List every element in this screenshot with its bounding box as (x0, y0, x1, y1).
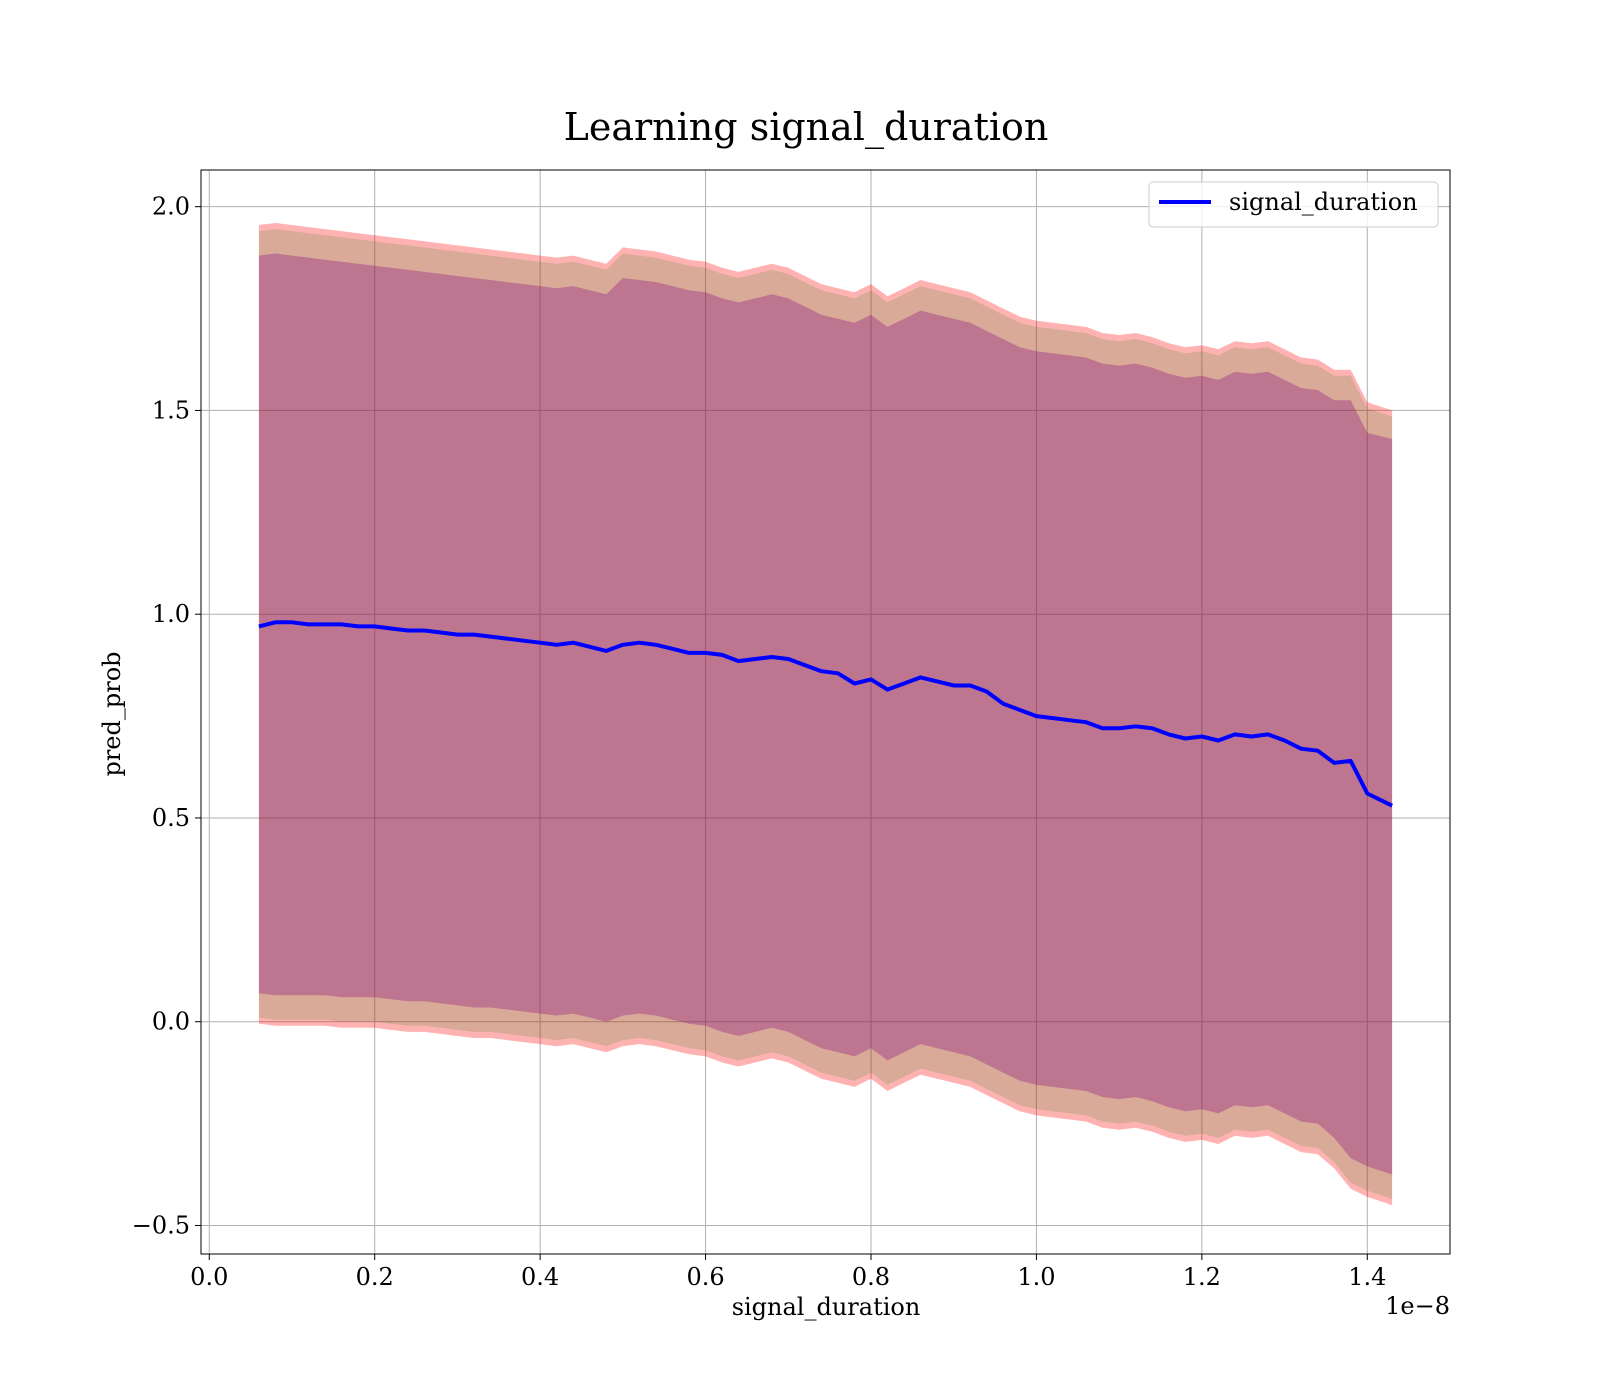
confidence-band (258, 253, 1393, 1175)
y-tick-label: 1.0 (152, 600, 190, 628)
legend-box (1148, 181, 1439, 228)
y-axis-label: pred_prob (98, 651, 126, 776)
y-tick-label: 0.5 (152, 804, 190, 832)
y-tick-label: 1.5 (152, 396, 190, 424)
y-tick-label: 2.0 (152, 193, 190, 221)
x-tick-label: 1.0 (1017, 1263, 1055, 1291)
series-layer (258, 620, 1393, 808)
plot-area-frame (200, 169, 1451, 1255)
series-line-signal-duration (258, 620, 1393, 808)
x-tick-label: 0.6 (686, 1263, 724, 1291)
x-tick-label: 0.8 (852, 1263, 890, 1291)
chart-title: Learning signal_duration (564, 105, 1049, 150)
x-tick-label: 1.2 (1183, 1263, 1221, 1291)
x-tick-label: 1.4 (1348, 1263, 1386, 1291)
legend: signal_duration (1148, 181, 1439, 228)
x-axis-label: signal_duration (732, 1293, 921, 1321)
x-tick-label: 0.0 (190, 1263, 228, 1291)
y-axis-ticks: −0.5 0.0 0.5 1.0 1.5 2.0 (132, 193, 201, 1239)
bands-layer (258, 223, 1393, 1206)
grid-layer (201, 170, 1450, 1254)
confidence-band (258, 229, 1393, 1200)
legend-label-signal-duration: signal_duration (1229, 188, 1418, 216)
x-axis-ticks: 0.0 0.2 0.4 0.6 0.8 1.0 1.2 1.4 (190, 1254, 1386, 1291)
y-tick-label: 0.0 (152, 1008, 190, 1036)
x-tick-label: 0.2 (356, 1263, 394, 1291)
x-axis-offset-label: 1e−8 (1385, 1292, 1450, 1320)
x-tick-label: 0.4 (521, 1263, 559, 1291)
confidence-band (258, 223, 1393, 1206)
y-tick-label: −0.5 (132, 1211, 190, 1239)
